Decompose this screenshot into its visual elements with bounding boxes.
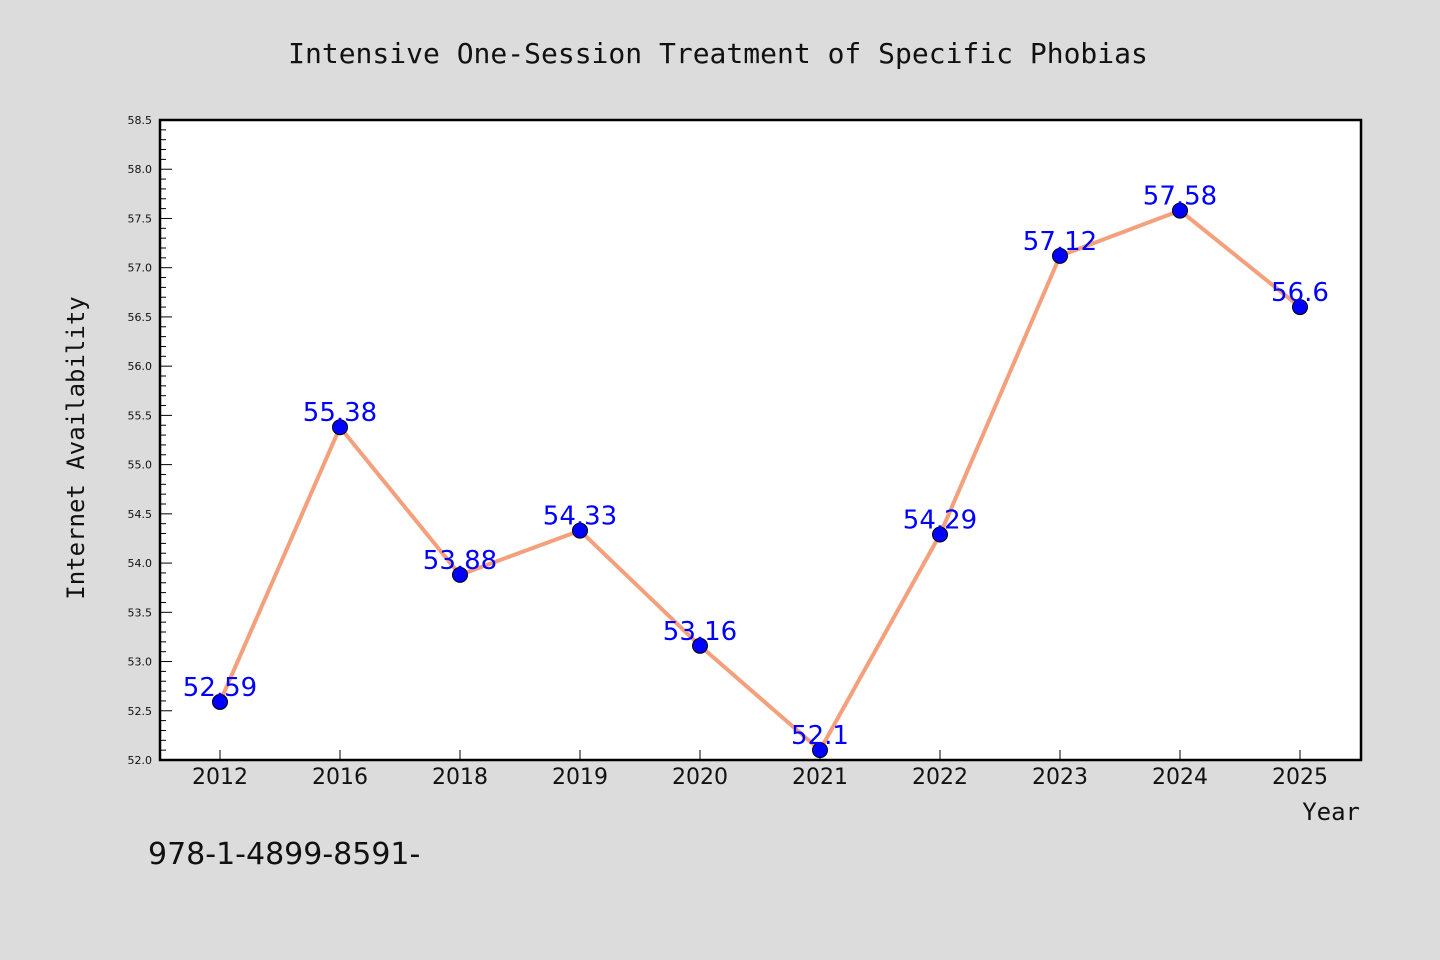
x-tick-label: 2023	[1032, 765, 1088, 790]
data-label: 54.29	[903, 506, 977, 536]
x-tick-label: 2018	[432, 765, 488, 790]
x-tick-label: 2012	[192, 765, 248, 790]
data-label: 53.16	[663, 617, 737, 647]
data-label: 56.6	[1271, 278, 1329, 308]
y-tick-label: 53.0	[128, 656, 153, 669]
y-tick-label: 57.5	[128, 212, 153, 225]
series-line	[218, 208, 1302, 753]
data-label: 52.59	[183, 673, 257, 703]
y-tick-label: 52.0	[128, 754, 153, 767]
y-tick-label: 53.5	[128, 606, 153, 619]
data-point	[1052, 247, 1068, 264]
data-point	[572, 522, 588, 539]
data-point	[932, 526, 948, 543]
x-tick-label: 2022	[912, 765, 968, 790]
y-axis-title: Internet Availability	[62, 296, 90, 599]
data-point	[1292, 299, 1308, 316]
data-label: 57.58	[1143, 182, 1217, 212]
chart-title: Intensive One-Session Treatment of Speci…	[288, 37, 1148, 70]
series-layer	[212, 202, 1308, 759]
x-axis: 2012 2016 2018 2019 2020 2021 2022 2023 2024 2025	[192, 750, 1328, 790]
isbn-text: 978-1-4899-8591-	[148, 837, 420, 872]
data-point	[812, 742, 828, 759]
x-tick-label: 2025	[1272, 765, 1328, 790]
y-tick-label: 57.0	[128, 262, 153, 275]
x-tick-label: 2021	[792, 765, 848, 790]
x-tick-label: 2016	[312, 765, 368, 790]
y-tick-label: 52.5	[128, 705, 153, 718]
data-point	[332, 419, 348, 436]
data-label-layer: 52.59 55.38 53.88 54.33 53.16 52.1 54.29 57.12 5…	[183, 182, 1329, 752]
x-tick-label: 2024	[1152, 765, 1208, 790]
y-tick-label: 58.5	[128, 114, 153, 127]
y-tick-label: 54.0	[128, 557, 153, 570]
y-tick-label: 56.5	[128, 311, 153, 324]
data-point	[692, 637, 708, 654]
plot-area	[158, 118, 1363, 762]
data-label: 53.88	[423, 546, 497, 576]
y-tick-label: 58.0	[128, 163, 153, 176]
data-point	[1172, 202, 1188, 219]
y-axis: 52.0 52.5 53.0 53.5 54.0 54.5 55.0 55.5 56.0 56.5…	[128, 114, 172, 767]
data-label: 57.12	[1023, 227, 1097, 257]
data-label: 54.33	[543, 502, 617, 532]
y-tick-label: 56.0	[128, 360, 153, 373]
data-label: 52.1	[791, 721, 849, 751]
y-tick-label: 55.0	[128, 459, 153, 472]
x-axis-title: Year	[1302, 798, 1360, 826]
data-point	[452, 566, 468, 583]
y-tick-label: 55.5	[128, 409, 153, 422]
data-label: 55.38	[303, 398, 377, 428]
y-tick-label: 54.5	[128, 508, 153, 521]
data-point	[212, 693, 228, 710]
x-tick-label: 2019	[552, 765, 608, 790]
x-tick-label: 2020	[672, 765, 728, 790]
